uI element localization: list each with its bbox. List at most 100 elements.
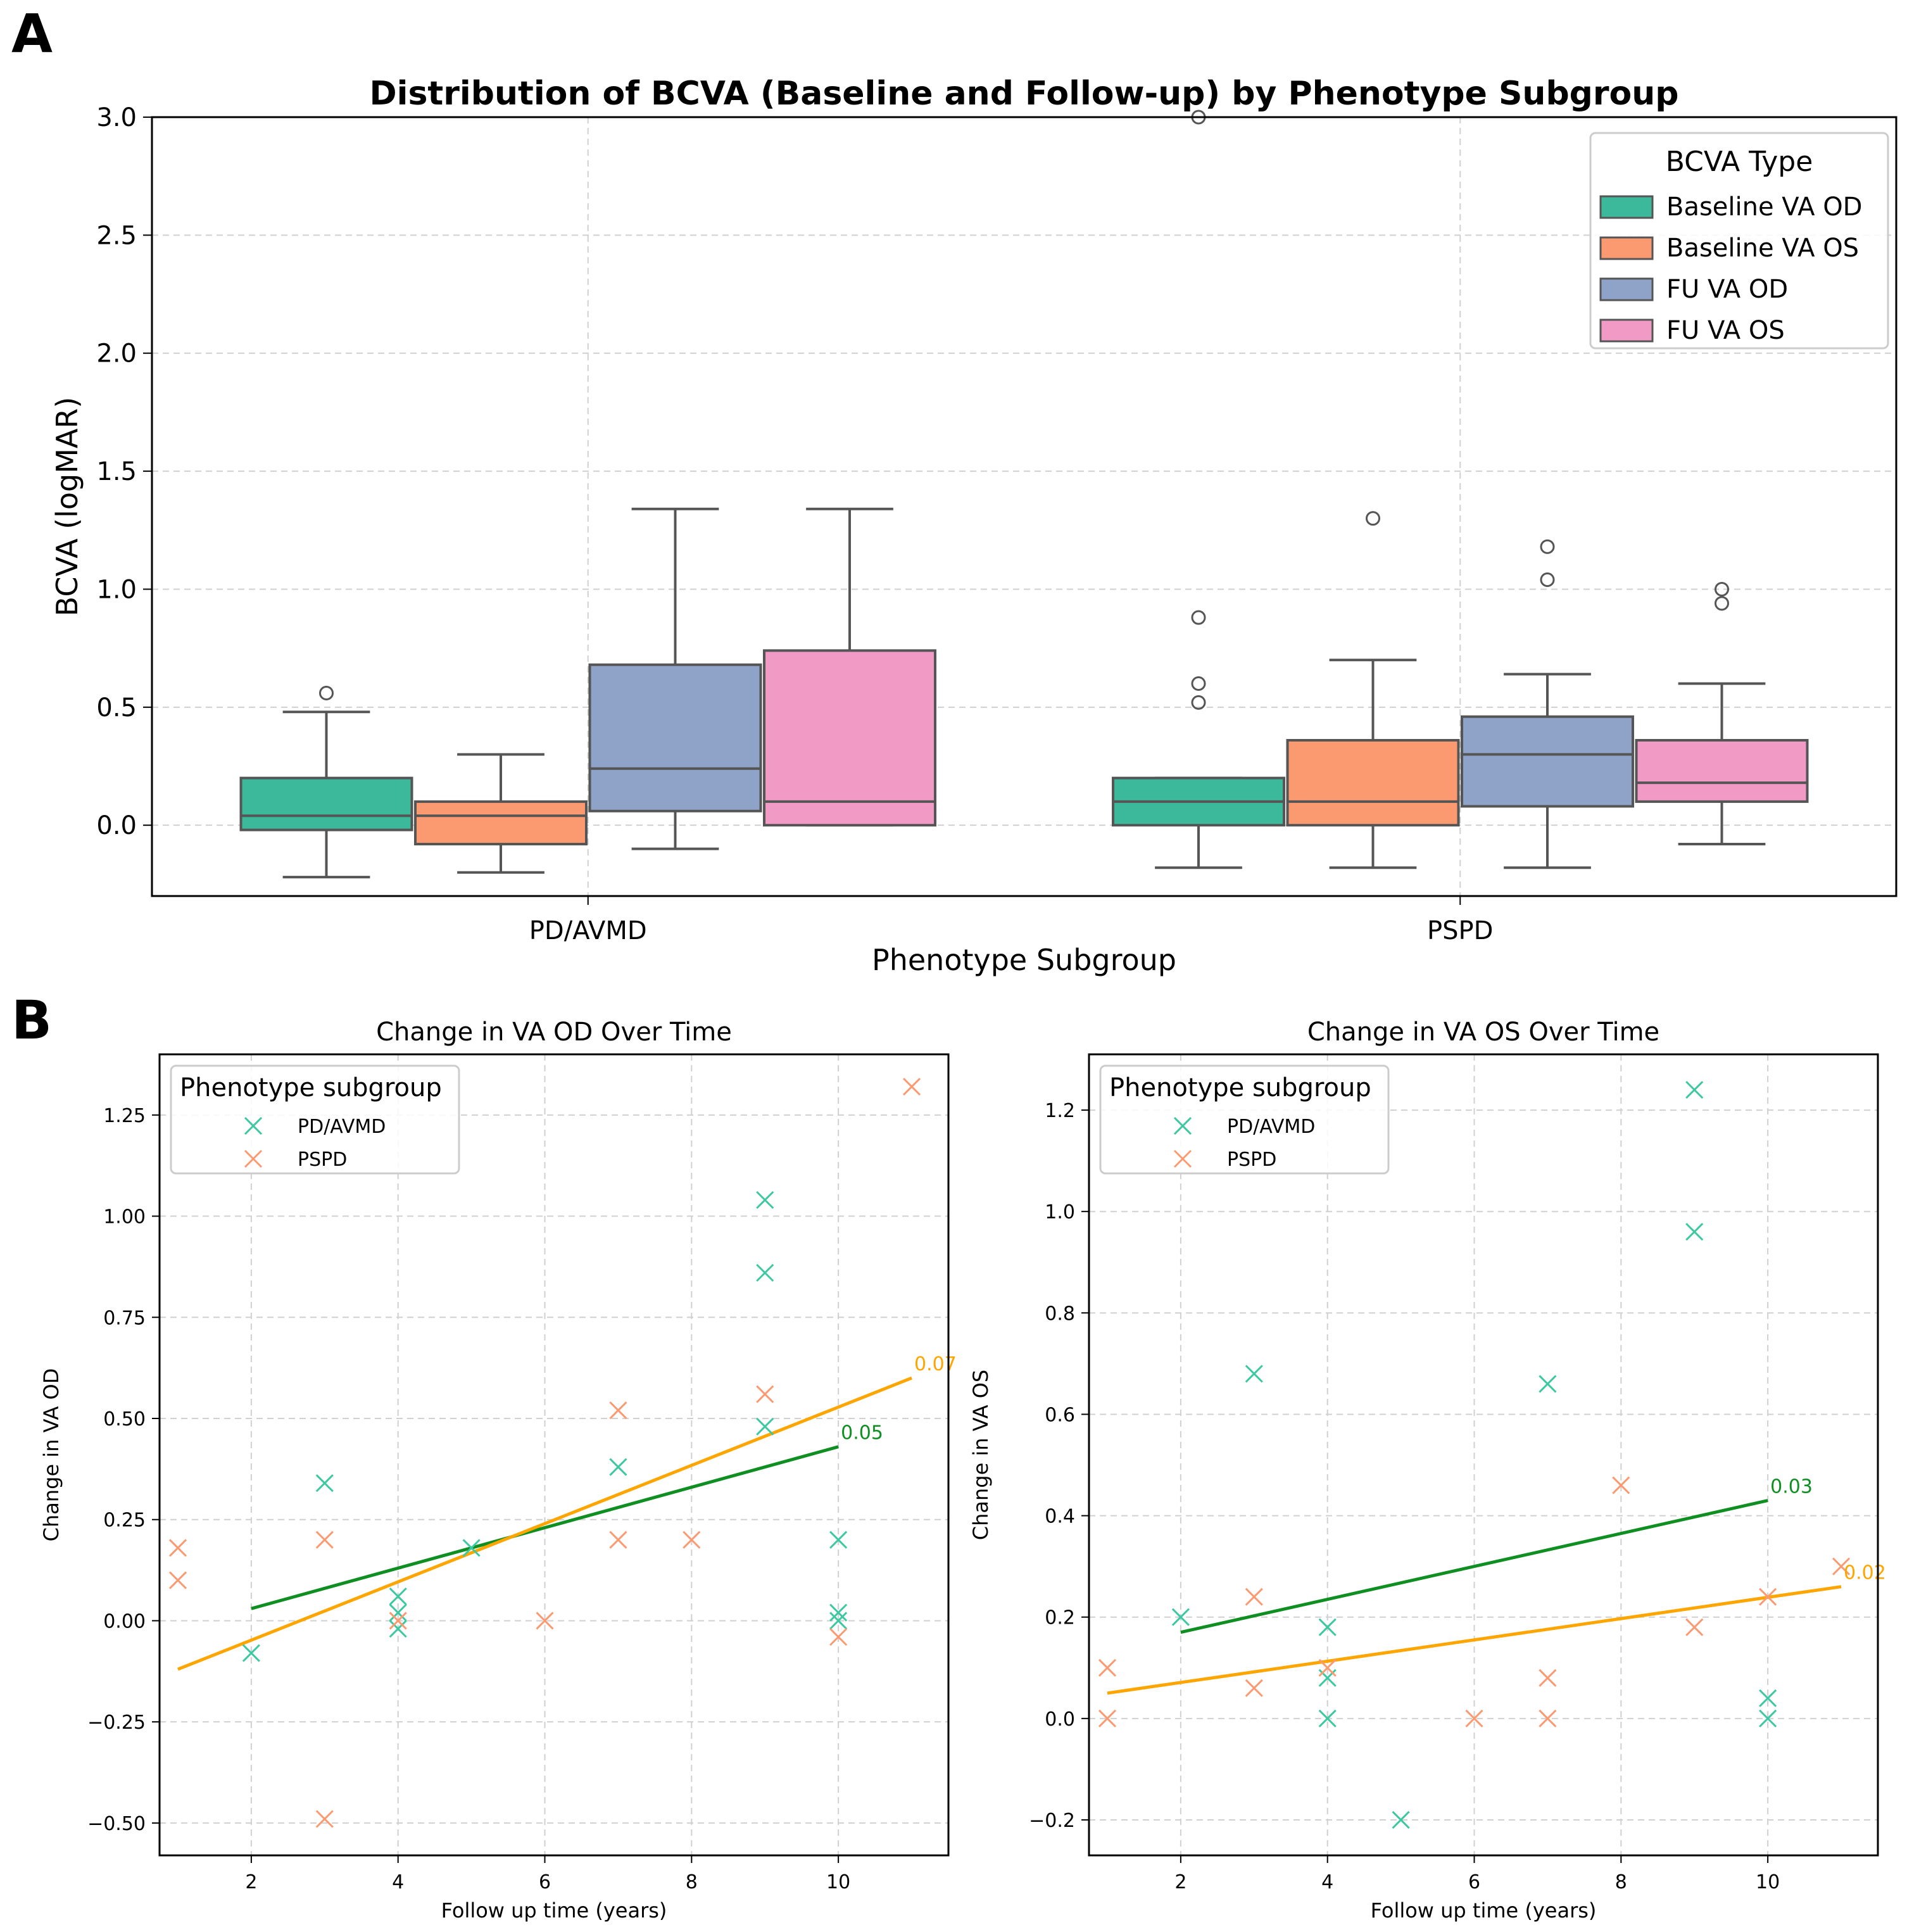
y-tick-label: 1.0 xyxy=(96,575,137,604)
data-point xyxy=(389,1620,407,1638)
data-point xyxy=(683,1531,701,1549)
y-tick-label: 1.2 xyxy=(1045,1100,1075,1122)
data-point xyxy=(315,1531,334,1549)
data-point xyxy=(756,1263,774,1282)
legend-swatch-baseline-va-os xyxy=(1599,236,1654,260)
x-tick-label-pspd: PSPD xyxy=(1427,916,1493,945)
data-point xyxy=(1685,1223,1704,1241)
legend-label-pd-avmd: PD/AVMD xyxy=(298,1116,386,1138)
data-point xyxy=(609,1458,627,1476)
y-tick-label: 1.0 xyxy=(1045,1201,1075,1223)
x-axis-label: Follow up time (years) xyxy=(441,1898,667,1923)
data-point xyxy=(1245,1365,1263,1383)
series-pspd xyxy=(1098,1476,1851,1727)
legend-marker-pd-avmd xyxy=(1173,1116,1192,1135)
data-point xyxy=(389,1603,407,1622)
data-point xyxy=(1759,1588,1777,1606)
fit-line-pd-avmd xyxy=(251,1445,839,1610)
plot-frame xyxy=(151,116,1898,897)
data-point xyxy=(1539,1375,1557,1393)
data-point xyxy=(1245,1679,1263,1697)
x-tick-label-pd-avmd: PD/AVMD xyxy=(529,916,647,945)
legend-marker-pd-avmd xyxy=(244,1116,263,1135)
data-point xyxy=(829,1627,848,1646)
data-point xyxy=(1539,1709,1557,1727)
box-baseline-va-od-pspd xyxy=(1112,110,1285,869)
series-pspd xyxy=(168,1078,921,1828)
data-point xyxy=(1392,1810,1410,1829)
data-point xyxy=(1245,1588,1263,1606)
data-point xyxy=(1539,1669,1557,1687)
data-point xyxy=(1685,1080,1704,1099)
legend-label-baseline-va-os: Baseline VA OS xyxy=(1666,234,1859,263)
legend-swatch-fu-va-od xyxy=(1599,277,1654,301)
chart-title: Change in VA OD Over Time xyxy=(376,1018,732,1047)
series-pd-avmd xyxy=(1171,1080,1777,1829)
data-point xyxy=(1685,1618,1704,1636)
data-point xyxy=(756,1417,774,1436)
legend: Phenotype subgroup PD/AVMD PSPD xyxy=(170,1064,460,1175)
data-point xyxy=(242,1644,260,1662)
legend-frame xyxy=(1099,1064,1390,1175)
legend: BCVA Type Baseline VA OD Baseline VA OS FU … xyxy=(1589,132,1889,350)
legend-label-fu-va-os: FU VA OS xyxy=(1666,316,1785,345)
data-point xyxy=(1832,1557,1851,1575)
legend-swatch-baseline-va-od xyxy=(1599,195,1654,219)
box-iqr xyxy=(239,776,413,831)
legend-frame xyxy=(170,1064,460,1175)
outlier-point xyxy=(319,685,334,700)
x-axis-label: Phenotype Subgroup xyxy=(872,943,1176,977)
y-tick-label: 1.5 xyxy=(96,457,137,486)
y-tick-label: −0.50 xyxy=(87,1813,146,1835)
panel-label-a: A xyxy=(11,3,53,65)
data-point xyxy=(1465,1709,1483,1727)
data-point xyxy=(609,1401,627,1420)
slope-label-pspd: 0.02 xyxy=(1844,1562,1886,1584)
data-point xyxy=(315,1810,334,1828)
data-point xyxy=(1098,1709,1117,1727)
data-point xyxy=(1612,1476,1630,1494)
x-axis-label: Follow up time (years) xyxy=(1371,1898,1597,1923)
box-iqr xyxy=(1461,715,1634,808)
legend-title: Phenotype subgroup xyxy=(180,1073,442,1102)
slope-label-pd-avmd: 0.05 xyxy=(841,1422,883,1444)
y-tick-label: 0.4 xyxy=(1045,1506,1075,1528)
x-tick-label: 10 xyxy=(826,1871,850,1893)
scatter-chart-va-os: −0.2 0.0 0.2 0.4 0.6 0.8 1.0 1.2 2 4 6 8 10 0.03 0.02 C… xyxy=(969,1018,1886,1923)
y-tick-label: 0.0 xyxy=(1045,1708,1075,1731)
legend-label-pspd: PSPD xyxy=(298,1149,347,1171)
legend-title: Phenotype subgroup xyxy=(1109,1073,1371,1102)
y-tick-label: 0.6 xyxy=(1045,1404,1075,1426)
data-point xyxy=(168,1539,187,1557)
data-point xyxy=(609,1531,627,1549)
box-fu-va-od-pd-avmd xyxy=(588,507,762,850)
chart-title: Distribution of BCVA (Baseline and Follo… xyxy=(369,75,1678,113)
outlier-point xyxy=(1191,610,1206,625)
box-iqr xyxy=(1635,739,1809,803)
box-baseline-va-od-pd-avmd xyxy=(239,685,413,879)
slope-label-pd-avmd: 0.03 xyxy=(1770,1476,1813,1498)
y-tick-label: 1.25 xyxy=(103,1105,146,1127)
y-tick-label: 2.0 xyxy=(96,339,137,369)
legend-marker-pspd xyxy=(1173,1149,1192,1168)
fit-line-pspd xyxy=(177,1376,912,1671)
data-point xyxy=(389,1612,407,1630)
data-point xyxy=(1318,1618,1337,1636)
y-axis-label: BCVA (logMAR) xyxy=(50,397,84,617)
box-baseline-va-os-pspd xyxy=(1286,511,1460,869)
x-tick-label: 8 xyxy=(686,1871,698,1893)
data-point xyxy=(389,1588,407,1606)
legend: Phenotype subgroup PD/AVMD PSPD xyxy=(1099,1064,1390,1175)
y-axis-label: Change in VA OS xyxy=(969,1370,993,1540)
y-tick-label: 1.00 xyxy=(103,1206,146,1228)
panel-label-b: B xyxy=(11,989,52,1051)
x-tick-label: 10 xyxy=(1756,1871,1780,1893)
x-tick-label: 4 xyxy=(392,1871,404,1893)
data-point xyxy=(1759,1709,1777,1727)
legend-label-pspd: PSPD xyxy=(1227,1149,1276,1171)
box-baseline-va-os-pd-avmd xyxy=(414,753,588,874)
plot-area xyxy=(1089,1054,1878,1855)
plot-frame xyxy=(1088,1053,1879,1857)
box-fu-va-od-pspd xyxy=(1461,539,1634,869)
y-tick-label: −0.2 xyxy=(1029,1810,1075,1832)
